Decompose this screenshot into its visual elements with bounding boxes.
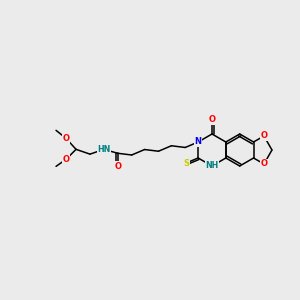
Text: O: O <box>260 160 268 169</box>
Text: O: O <box>260 131 268 140</box>
Text: N: N <box>195 137 202 146</box>
Text: S: S <box>183 158 189 167</box>
Text: HN: HN <box>97 145 111 154</box>
Text: O: O <box>62 134 70 143</box>
Text: NH: NH <box>206 161 219 170</box>
Text: O: O <box>208 116 215 124</box>
Text: O: O <box>114 162 121 171</box>
Text: O: O <box>62 155 70 164</box>
